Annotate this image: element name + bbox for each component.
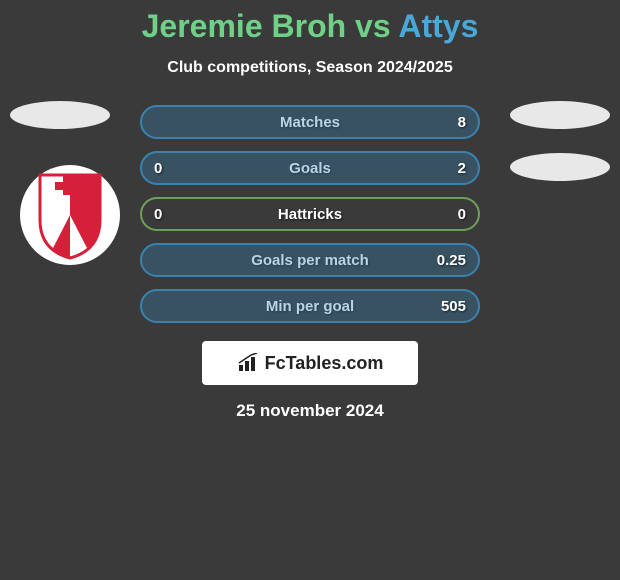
- bar-chart-icon: [237, 353, 261, 373]
- stat-fill-right: [140, 243, 480, 277]
- stats-area: Matches8Goals02Hattricks00Goals per matc…: [0, 105, 620, 323]
- stat-value-right: 2: [458, 160, 466, 177]
- vs-text: vs: [355, 8, 391, 44]
- stat-fill-right: [140, 289, 480, 323]
- comparison-card: Jeremie Broh vs Attys Club competitions,…: [0, 0, 620, 421]
- player2-avatar-placeholder: [510, 101, 610, 129]
- player1-avatar-placeholder: [10, 101, 110, 129]
- brand-logo-text: FcTables.com: [237, 353, 384, 374]
- stat-row: Goals02: [140, 151, 480, 185]
- stat-value-right: 0: [458, 206, 466, 223]
- stat-rows: Matches8Goals02Hattricks00Goals per matc…: [140, 105, 480, 323]
- stat-value-right: 0.25: [437, 252, 466, 269]
- date-text: 25 november 2024: [0, 401, 620, 421]
- player2-name: Attys: [398, 8, 478, 44]
- stat-value-left: 0: [154, 160, 162, 177]
- stat-fill-right: [140, 151, 480, 185]
- stat-value-right: 505: [441, 298, 466, 315]
- brand-logo[interactable]: FcTables.com: [202, 341, 418, 385]
- player2-avatar-placeholder-2: [510, 153, 610, 181]
- stat-fill-right: [140, 105, 480, 139]
- stat-row: Goals per match0.25: [140, 243, 480, 277]
- stat-row: Hattricks 0 0: [140, 197, 480, 231]
- stat-row: Matches8: [140, 105, 480, 139]
- player1-name: Jeremie Broh: [142, 8, 347, 44]
- stat-row: Min per goal505: [140, 289, 480, 323]
- page-title: Jeremie Broh vs Attys: [0, 8, 620, 45]
- club-badge: [20, 165, 120, 265]
- shield-icon: [35, 170, 105, 260]
- stat-value-left: 0: [154, 206, 162, 223]
- stat-label: Hattricks: [278, 206, 342, 223]
- stat-value-right: 8: [458, 114, 466, 131]
- subtitle: Club competitions, Season 2024/2025: [0, 59, 620, 77]
- brand-name: FcTables.com: [265, 353, 384, 374]
